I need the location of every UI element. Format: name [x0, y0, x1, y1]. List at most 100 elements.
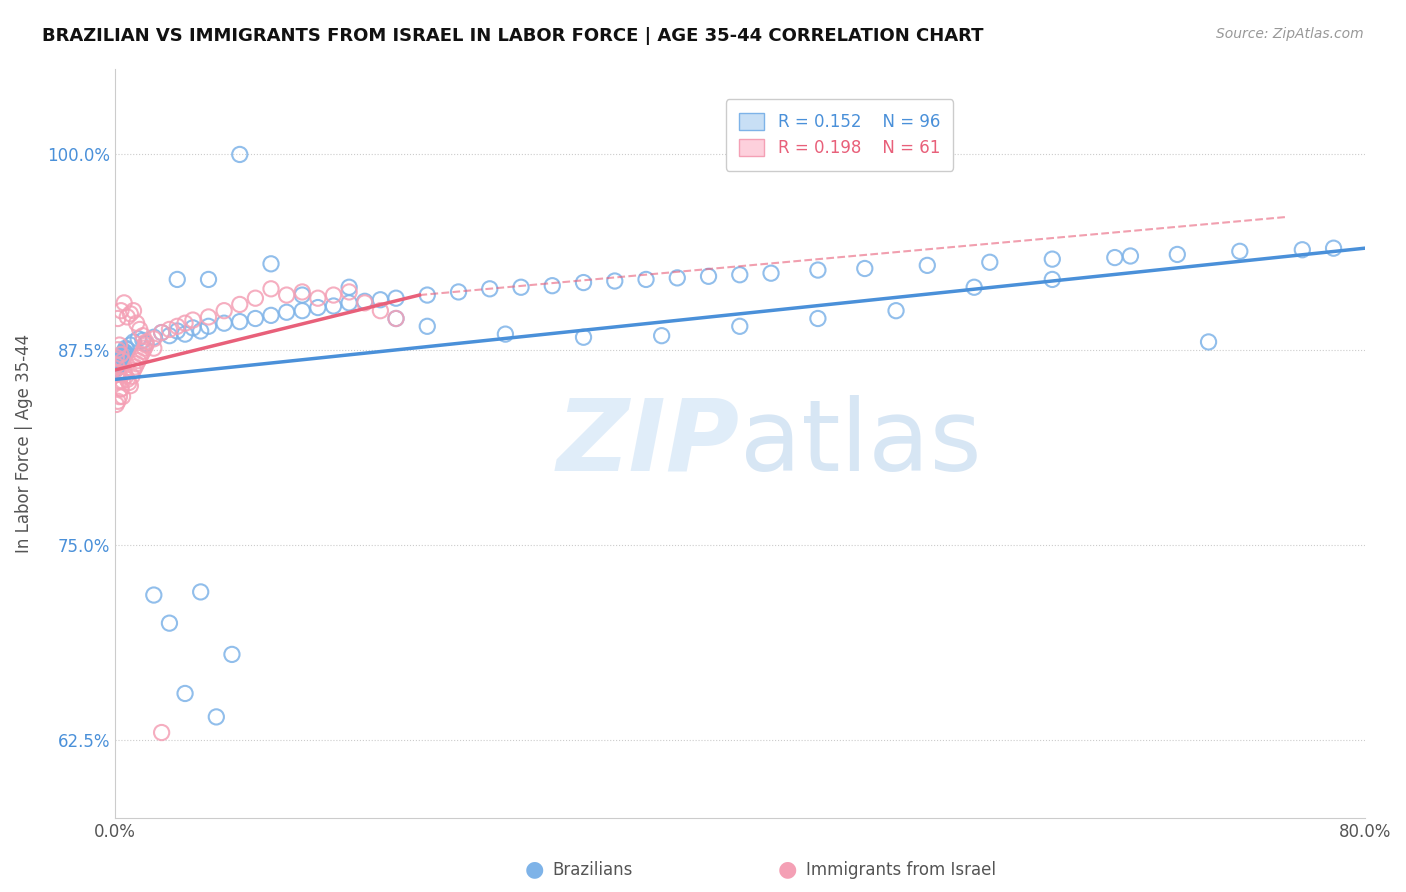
- Point: [150, 725, 173, 739]
- Point: [110, 352, 132, 367]
- Point: [385, 291, 408, 305]
- Point: [107, 359, 129, 373]
- Point: [110, 382, 132, 396]
- Point: [117, 310, 139, 324]
- Point: [110, 303, 132, 318]
- Text: ●: ●: [524, 860, 544, 880]
- Point: [110, 347, 132, 361]
- Point: [122, 334, 145, 349]
- Point: [135, 334, 157, 349]
- Point: [142, 588, 165, 602]
- Point: [112, 347, 135, 361]
- Point: [117, 343, 139, 357]
- Point: [190, 324, 212, 338]
- Text: atlas: atlas: [740, 395, 981, 492]
- Point: [197, 319, 219, 334]
- Point: [111, 353, 134, 368]
- Point: [541, 278, 564, 293]
- Point: [105, 359, 128, 374]
- Point: [108, 338, 131, 352]
- Point: [121, 369, 143, 384]
- Point: [128, 351, 150, 365]
- Point: [124, 359, 146, 374]
- Point: [260, 257, 283, 271]
- Point: [229, 315, 252, 329]
- Point: [127, 332, 149, 346]
- Point: [322, 299, 344, 313]
- Point: [111, 349, 134, 363]
- Point: [728, 268, 751, 282]
- Point: [385, 311, 408, 326]
- Point: [1040, 272, 1063, 286]
- Point: [174, 316, 197, 330]
- Point: [229, 147, 252, 161]
- Point: [807, 311, 830, 326]
- Point: [111, 390, 134, 404]
- Point: [105, 361, 128, 376]
- Point: [120, 338, 142, 352]
- Point: [197, 272, 219, 286]
- Point: [142, 330, 165, 344]
- Point: [108, 355, 131, 369]
- Point: [107, 359, 129, 373]
- Point: [132, 328, 155, 343]
- Point: [572, 276, 595, 290]
- Point: [135, 338, 157, 352]
- Point: [108, 353, 131, 368]
- Point: [337, 285, 360, 299]
- Point: [128, 322, 150, 336]
- Point: [142, 341, 165, 355]
- Point: [107, 311, 129, 326]
- Point: [416, 319, 439, 334]
- Point: [120, 307, 142, 321]
- Point: [205, 710, 228, 724]
- Point: [166, 324, 188, 338]
- Legend: R = 0.152    N = 96, R = 0.198    N = 61: R = 0.152 N = 96, R = 0.198 N = 61: [725, 99, 953, 170]
- Point: [1322, 241, 1344, 255]
- Point: [759, 266, 782, 280]
- Point: [114, 341, 136, 355]
- Point: [117, 372, 139, 386]
- Text: ZIP: ZIP: [557, 395, 740, 492]
- Point: [260, 309, 283, 323]
- Point: [728, 319, 751, 334]
- Point: [370, 293, 392, 307]
- Text: ●: ●: [778, 860, 797, 880]
- Point: [1119, 249, 1142, 263]
- Point: [884, 303, 907, 318]
- Point: [108, 355, 131, 369]
- Point: [603, 274, 626, 288]
- Point: [174, 327, 197, 342]
- Point: [131, 347, 153, 361]
- Point: [110, 352, 132, 367]
- Point: [666, 271, 689, 285]
- Point: [307, 301, 329, 315]
- Text: Source: ZipAtlas.com: Source: ZipAtlas.com: [1216, 27, 1364, 41]
- Point: [385, 311, 408, 326]
- Point: [1198, 334, 1220, 349]
- Point: [114, 369, 136, 384]
- Point: [291, 303, 314, 318]
- Point: [229, 297, 252, 311]
- Point: [105, 351, 128, 365]
- Point: [181, 313, 204, 327]
- Point: [307, 291, 329, 305]
- Point: [150, 326, 173, 340]
- Point: [107, 357, 129, 371]
- Point: [337, 296, 360, 310]
- Point: [111, 351, 134, 365]
- Point: [110, 353, 132, 368]
- Point: [494, 327, 516, 342]
- Point: [353, 294, 375, 309]
- Point: [105, 359, 128, 373]
- Point: [125, 357, 148, 371]
- Point: [337, 280, 360, 294]
- Point: [105, 361, 128, 376]
- Point: [132, 334, 155, 348]
- Point: [125, 316, 148, 330]
- Point: [353, 296, 375, 310]
- Point: [260, 282, 283, 296]
- Point: [322, 288, 344, 302]
- Point: [166, 319, 188, 334]
- Point: [276, 305, 298, 319]
